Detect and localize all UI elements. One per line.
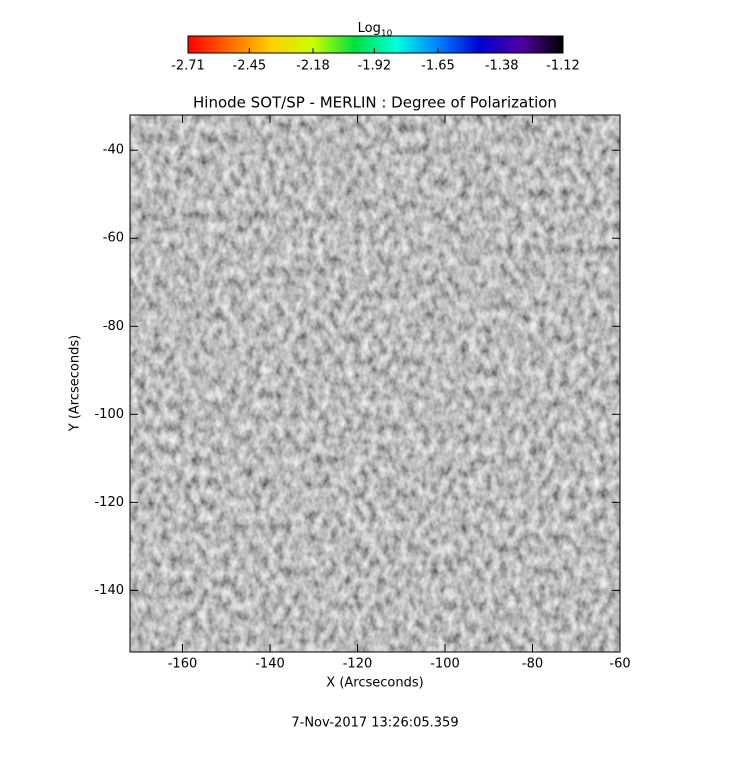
colorbar-tick-label: -1.92 bbox=[358, 59, 392, 74]
polarization-map bbox=[130, 115, 620, 652]
colorbar-label-text: Log bbox=[358, 21, 381, 36]
colorbar-tick-label: -1.12 bbox=[546, 59, 580, 74]
y-tick-label: -100 bbox=[94, 407, 124, 422]
y-tick-label: -60 bbox=[103, 231, 124, 246]
colorbar-tick-label: -1.38 bbox=[485, 59, 519, 74]
colorbar-label-subscript: 10 bbox=[381, 29, 393, 39]
y-tick-label: -120 bbox=[94, 495, 124, 510]
colorbar-tick-label: -1.65 bbox=[421, 59, 455, 74]
plot-frame bbox=[129, 114, 621, 653]
x-tick-label: -80 bbox=[522, 657, 543, 672]
y-tick-label: -140 bbox=[94, 583, 124, 598]
chart-title: Hinode SOT/SP - MERLIN : Degree of Polar… bbox=[193, 94, 557, 112]
x-tick-label: -140 bbox=[255, 657, 285, 672]
y-axis-label: Y (Arcseconds) bbox=[68, 335, 83, 432]
colorbar-tick-label: -2.71 bbox=[171, 59, 205, 74]
colorbar-tick-label: -2.45 bbox=[233, 59, 267, 74]
x-tick-label: -120 bbox=[343, 657, 373, 672]
x-axis-label: X (Arcseconds) bbox=[326, 676, 423, 691]
x-tick-label: -160 bbox=[168, 657, 198, 672]
x-tick-label: -100 bbox=[430, 657, 460, 672]
colorbar-label: Log10 bbox=[358, 21, 393, 39]
y-tick-label: -40 bbox=[103, 143, 124, 158]
x-tick-label: -60 bbox=[609, 657, 630, 672]
colorbar bbox=[187, 35, 564, 54]
y-tick-label: -80 bbox=[103, 319, 124, 334]
footer-timestamp: 7-Nov-2017 13:26:05.359 bbox=[291, 716, 458, 731]
colorbar-tick-label: -2.18 bbox=[296, 59, 330, 74]
